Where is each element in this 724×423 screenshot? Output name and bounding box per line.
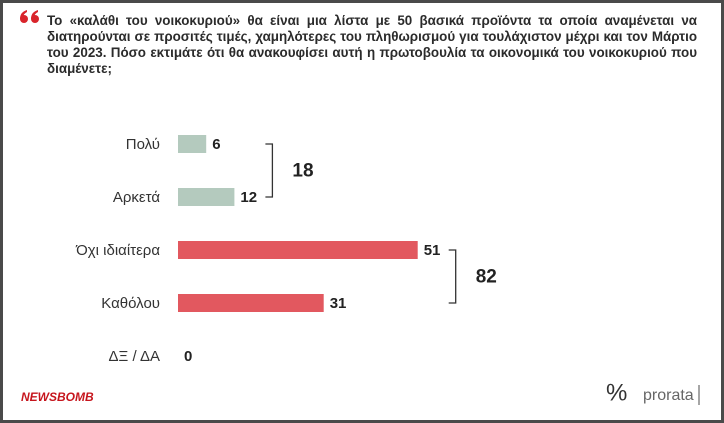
category-label: Αρκετά	[113, 189, 160, 206]
value-label: 31	[330, 295, 347, 312]
value-label: 0	[184, 348, 192, 365]
group-bracket	[448, 249, 457, 304]
group-total: 82	[476, 267, 497, 288]
source-left: NEWSBOMB	[21, 390, 94, 404]
group-total: 18	[292, 161, 313, 182]
category-label: Καθόλου	[101, 295, 160, 312]
bar	[178, 294, 324, 312]
bar	[178, 241, 418, 259]
group-bracket	[265, 143, 274, 198]
category-label: Πολύ	[126, 136, 160, 153]
source-right-mark: %	[606, 379, 627, 406]
category-label: ΔΞ / ΔΑ	[109, 348, 160, 365]
source-right: prorata	[643, 387, 694, 404]
bar	[178, 188, 235, 206]
quote-icon	[20, 10, 39, 23]
chart-title: Το «καλάθι του νοικοκυριού» θα είναι μια…	[47, 13, 697, 76]
value-label: 6	[212, 136, 220, 153]
chart: NEWSBOMB % prorata Πολύ 6 Αρκετά 12 Όχι ιδια…	[20, 10, 700, 406]
bar	[178, 135, 207, 153]
value-label: 51	[424, 242, 441, 259]
category-label: Όχι ιδιαίτερα	[75, 242, 160, 259]
value-label: 12	[240, 189, 257, 206]
